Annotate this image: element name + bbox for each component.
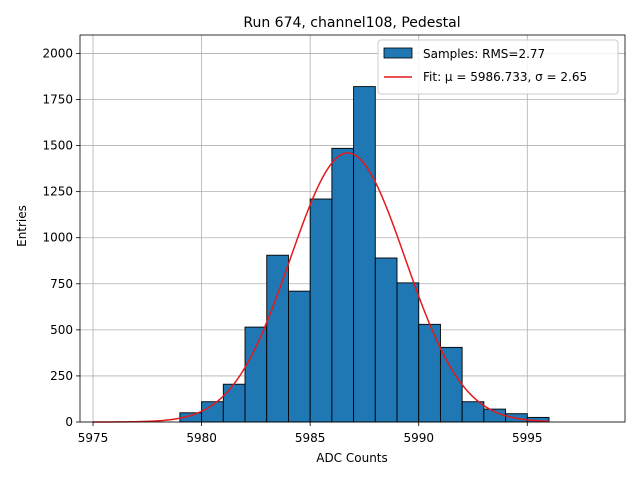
histogram-bar xyxy=(266,254,289,423)
y-tick-label: 500 xyxy=(50,323,73,337)
histogram-bar xyxy=(353,86,376,423)
histogram-bar xyxy=(396,282,420,423)
y-tick-label: 2000 xyxy=(42,46,73,60)
y-tick-label: 1000 xyxy=(42,231,73,245)
y-tick-label: 250 xyxy=(50,369,73,383)
x-tick-label: 5995 xyxy=(512,431,543,445)
y-tick-label: 1250 xyxy=(42,185,73,199)
chart-title: Run 674, channel108, Pedestal xyxy=(243,15,460,31)
legend-entry-samples: Samples: RMS=2.77 xyxy=(423,47,545,61)
x-tick-label: 5985 xyxy=(295,431,326,445)
histogram-bar xyxy=(461,401,485,423)
x-tick-label: 5980 xyxy=(186,431,217,445)
x-axis-label: ADC Counts xyxy=(316,451,388,465)
legend: Samples: RMS=2.77 Fit: μ = 5986.733, σ =… xyxy=(377,39,619,95)
histogram-bars xyxy=(179,86,550,423)
y-axis-label: Entries xyxy=(15,205,29,247)
histogram-bar xyxy=(287,290,311,423)
y-tick-label: 1750 xyxy=(42,93,73,107)
histogram-bar xyxy=(222,383,246,423)
x-axis-ticks: 5975 5980 5985 5990 5995 xyxy=(78,422,543,445)
legend-box xyxy=(377,39,619,95)
histogram-bar xyxy=(331,147,355,423)
histogram-bar xyxy=(374,257,398,423)
x-tick-label: 5975 xyxy=(78,431,109,445)
x-tick-label: 5990 xyxy=(403,431,434,445)
histogram-bar xyxy=(309,198,333,423)
fit-curve xyxy=(93,152,550,423)
y-tick-label: 1500 xyxy=(42,139,73,153)
y-axis-ticks: 0 250 500 750 1000 1250 1500 1750 2000 xyxy=(42,46,80,429)
histogram-bar xyxy=(244,326,268,423)
y-tick-label: 0 xyxy=(65,415,73,429)
legend-entry-fit: Fit: μ = 5986.733, σ = 2.65 xyxy=(423,70,587,84)
histogram-bar xyxy=(418,323,441,423)
y-tick-label: 750 xyxy=(50,277,73,291)
plot-frame xyxy=(79,34,626,423)
legend-bar-swatch xyxy=(383,47,413,59)
histogram-bar xyxy=(439,346,463,423)
